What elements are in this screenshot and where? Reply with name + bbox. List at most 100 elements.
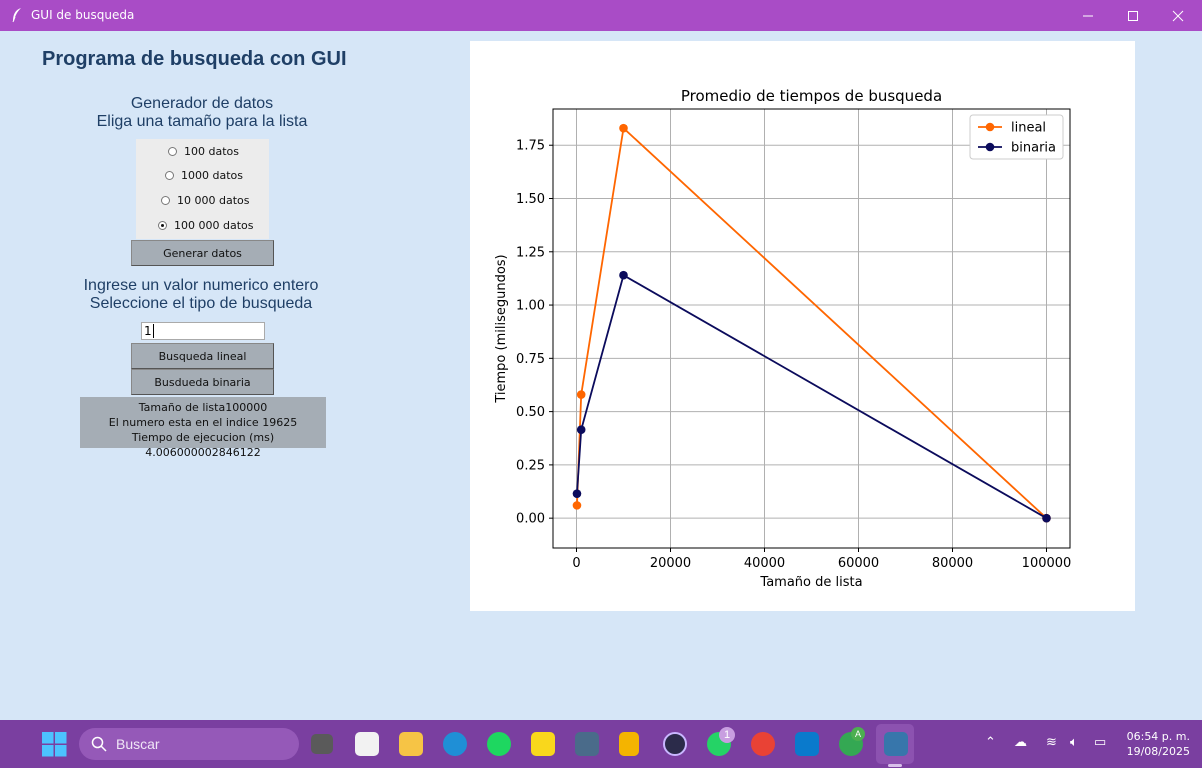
radio-button[interactable] (168, 146, 177, 156)
result-index: El numero esta en el indice 19625 (108, 416, 298, 429)
title-bar: GUI de busqueda (0, 0, 1202, 31)
whatsapp-badge: 1 (719, 727, 735, 743)
maximize-icon (1128, 10, 1138, 21)
task-view-icon[interactable] (311, 734, 333, 754)
series-line-lineal (576, 126, 1048, 519)
legend-label-lineal: lineal (1011, 121, 1046, 136)
generator-label: Generador de datos Eliga una tamaño para… (52, 95, 352, 131)
window-title: GUI de busqueda (31, 8, 135, 22)
active-app-indicator (888, 764, 902, 767)
clock-date: 19/08/2025 (1126, 745, 1190, 758)
edge-icon[interactable] (443, 732, 467, 756)
windows-start-icon[interactable] (42, 732, 67, 757)
x-tick-label: 40000 (744, 556, 785, 571)
radio-option-100000[interactable]: 100 000 datos (158, 218, 253, 232)
radio-option-10000[interactable]: 10 000 datos (161, 193, 249, 207)
series-line-binaria (576, 273, 1047, 519)
data-point-binaria (619, 270, 628, 280)
search-value-text: 1 (144, 324, 152, 338)
close-icon (1172, 10, 1184, 21)
generate-data-button[interactable]: Generar datos (131, 240, 274, 266)
x-axis-label: Tamaño de lista (759, 575, 862, 590)
result-time: Tiempo de ejecucion (ms) 4.0060000028461… (131, 431, 275, 459)
legend-label-binaria: binaria (1011, 141, 1056, 156)
obs-icon[interactable] (663, 732, 687, 756)
spotify-icon[interactable] (487, 732, 511, 756)
radio-option-1000[interactable]: 1000 datos (165, 168, 243, 182)
search-line-2: Seleccione el tipo de busqueda (89, 295, 313, 312)
y-tick-label: 1.25 (516, 245, 545, 260)
minimize-icon (1083, 15, 1093, 16)
data-point-binaria (576, 425, 586, 435)
system-clock[interactable]: 06:54 p. m. 19/08/2025 (1124, 729, 1190, 759)
generator-line-1: Generador de datos (130, 95, 274, 112)
x-tick-label: 0 (572, 556, 580, 571)
y-tick-label: 0.75 (516, 352, 545, 367)
y-axis-label: Tiempo (milisegundos) (494, 254, 509, 403)
data-point-lineal (576, 390, 586, 399)
search-value-input[interactable]: 1 (141, 322, 265, 340)
radio-option-100[interactable]: 100 datos (168, 144, 239, 158)
result-list-size: Tamaño de lista100000 (138, 401, 268, 414)
taskbar-search[interactable]: Buscar (79, 728, 299, 760)
chrome-profile-badge: A (851, 727, 865, 741)
file-explorer-icon[interactable] (399, 732, 423, 756)
axes-frame (552, 108, 1071, 549)
generator-line-2: Eliga una tamaño para la lista (96, 113, 308, 130)
close-button[interactable] (1155, 0, 1201, 31)
x-tick-label: 100000 (1022, 556, 1072, 571)
radio-label: 100 000 datos (174, 218, 254, 232)
data-point-binaria (572, 489, 582, 498)
maximize-button[interactable] (1110, 0, 1156, 31)
page-title: Programa de busqueda con GUI (42, 48, 347, 70)
y-tick-label: 0.00 (516, 512, 545, 527)
feather-icon (12, 8, 21, 23)
keep-icon[interactable] (619, 732, 639, 756)
legend-marker-lineal (985, 122, 995, 132)
radio-label: 100 datos (184, 144, 239, 158)
result-panel: Tamaño de lista100000 El numero esta en … (80, 397, 326, 459)
onedrive-icon[interactable]: ☁ (1014, 734, 1027, 749)
binary-search-button[interactable]: Busdueda binaria (131, 369, 274, 395)
vscode-icon[interactable] (795, 732, 819, 756)
radio-button[interactable] (165, 170, 174, 180)
wifi-icon[interactable]: ≋ (1046, 734, 1057, 749)
chart-title: Promedio de tiempos de busqueda (681, 87, 942, 105)
radio-button-selected[interactable] (158, 220, 167, 230)
sticky-notes-icon[interactable] (531, 732, 555, 756)
legend-marker-binaria (985, 142, 995, 152)
y-tick-label: 1.00 (516, 299, 545, 314)
chrome-icon[interactable] (751, 732, 775, 756)
taskbar: Buscar 1 A ⌃ ☁ ≋ 🔈︎ ▭ 06:54 p. m. 19/08/… (0, 720, 1202, 768)
data-point-lineal (619, 123, 628, 133)
battery-icon[interactable]: ▭ (1094, 734, 1107, 749)
python-icon[interactable] (884, 732, 908, 756)
data-point-binaria (1042, 513, 1051, 523)
minimize-button[interactable] (1065, 0, 1111, 31)
y-tick-label: 0.25 (516, 458, 545, 473)
microsoft-store-icon[interactable] (355, 732, 379, 756)
search-icon (91, 736, 107, 752)
size-radio-group: 100 datos 1000 datos 10 000 datos 100 00… (136, 139, 269, 239)
search-time-chart: 0 20000 40000 60000 80000 100000 0.00 0.25 0.50 0… (494, 87, 1072, 590)
clock-time: 06:54 p. m. (1126, 730, 1190, 743)
radio-button[interactable] (161, 195, 170, 205)
x-tick-label: 60000 (838, 556, 879, 571)
chart-legend: lineal binaria (969, 114, 1064, 160)
chevron-up-icon[interactable]: ⌃ (985, 734, 996, 749)
search-line-1: Ingrese un valor numerico entero (83, 277, 319, 294)
data-point-lineal (572, 501, 582, 510)
plot-panel: 0 20000 40000 60000 80000 100000 0.00 0.25 0.50 0… (470, 41, 1135, 611)
search-label: Ingrese un valor numerico entero Selecci… (51, 277, 351, 313)
linear-search-button[interactable]: Busqueda lineal (131, 343, 274, 369)
search-placeholder: Buscar (116, 736, 160, 752)
calculator-icon[interactable] (575, 732, 599, 756)
y-tick-label: 0.50 (516, 405, 545, 420)
y-tick-label: 1.75 (516, 139, 545, 154)
radio-label: 10 000 datos (177, 193, 250, 207)
y-tick-label: 1.50 (516, 192, 545, 207)
x-tick-label: 80000 (932, 556, 973, 571)
x-tick-label: 20000 (650, 556, 691, 571)
radio-label: 1000 datos (181, 168, 243, 182)
volume-icon[interactable]: 🔈︎ (1070, 734, 1078, 749)
